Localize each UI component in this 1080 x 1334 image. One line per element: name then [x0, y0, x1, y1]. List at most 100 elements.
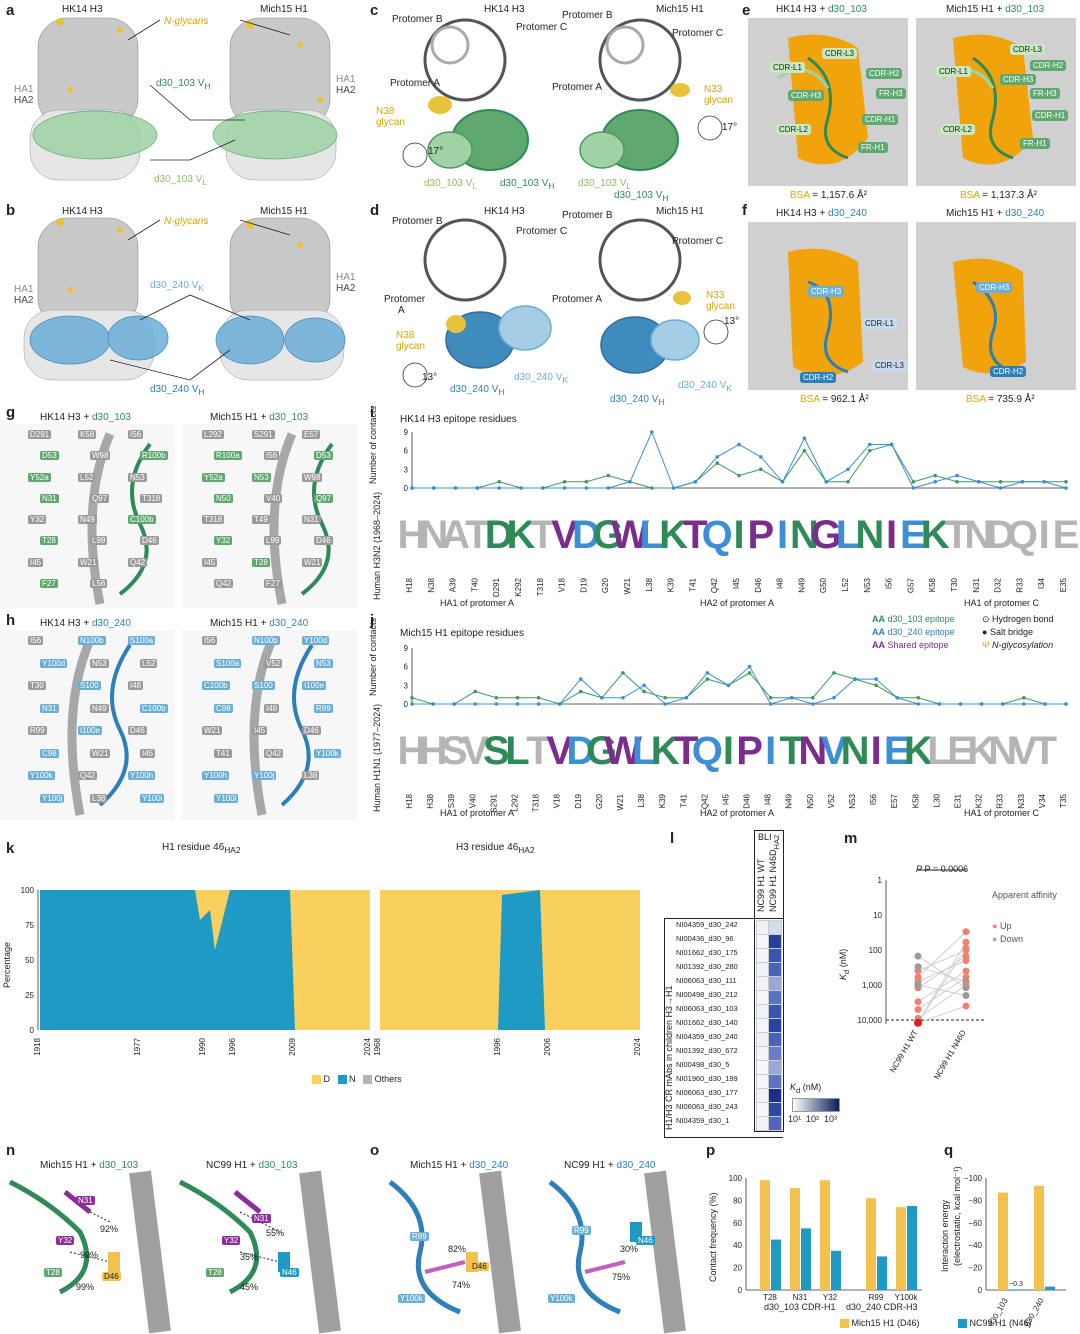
data-point: [832, 695, 836, 700]
logo-letter: T: [465, 513, 489, 557]
logo-letter: Q: [1007, 513, 1038, 557]
panel-n-structure: [8, 1170, 341, 1334]
residue-tick-label: D19: [579, 577, 588, 592]
bar-mich15: [896, 1207, 906, 1290]
panel-g-left-title: HK14 H3 + d30_103: [40, 412, 131, 423]
data-point: [562, 486, 567, 490]
bar-mich15: [820, 1180, 830, 1290]
residue-label: L38: [90, 793, 108, 803]
residue-tick-label: T318: [532, 793, 541, 812]
y-tick-label: 20: [733, 1264, 742, 1273]
residue-label: W21: [202, 726, 223, 735]
residue-tick-label: E35: [1059, 577, 1068, 592]
data-point: [1042, 479, 1046, 484]
residue-label: F27: [40, 578, 58, 588]
panel-c-n33: N33: [704, 84, 723, 95]
panel-d-vh-r: d30_240 VH: [610, 394, 665, 407]
y-tick-label: 25: [25, 991, 34, 1000]
legend-glyco: Ψ N-glycosylation: [982, 640, 1054, 650]
residue-label: Y100h: [128, 771, 156, 780]
heatmap-row-label: NI01662_d30_175: [676, 948, 738, 957]
logo-letter: W: [611, 513, 649, 557]
data-point: [432, 486, 436, 490]
panel-d-vk: d30_240 VK: [514, 372, 568, 385]
residue-label: L99: [264, 536, 282, 546]
panel-i-title: HK14 H3 epitope residues: [400, 414, 517, 425]
panel-label-h: h: [6, 612, 16, 629]
residue-tick-label: I34: [1037, 577, 1046, 589]
data-point: [868, 448, 872, 453]
data-point: [726, 683, 731, 688]
data-point: [584, 479, 589, 484]
panel-d-protB-l: Protomer B: [392, 216, 443, 227]
x-tick-label: NC99 H1 N46D: [932, 1028, 968, 1081]
residue-tick-label: A39: [449, 577, 458, 592]
panel-o-r-y100k: Y100k: [548, 1294, 575, 1303]
y-tick-label: 60: [733, 1219, 742, 1228]
panel-label-i: i: [370, 404, 375, 421]
panel-o-right-title: NC99 H1 + d30_240: [564, 1160, 656, 1171]
residue-tick-label: D291: [492, 577, 501, 597]
residue-tick-label: W21: [616, 793, 625, 810]
panel-b-structure: [23, 217, 346, 381]
panel-label-n: n: [6, 1142, 16, 1159]
panel-o-l-pct2: 74%: [452, 1280, 471, 1290]
y-tick-label: 0: [404, 700, 409, 709]
panel-i-region3: HA1 of protomer C: [964, 598, 1040, 608]
panel-b-ha2: HA2: [14, 295, 34, 306]
residue-label: N31: [302, 515, 321, 524]
data-point: [628, 479, 632, 484]
data-point: [1022, 702, 1026, 706]
residue-label: N53: [314, 658, 333, 668]
cdr-label: CDR-L1: [770, 62, 805, 73]
panel-n-right-title: NC99 H1 + d30_103: [206, 1160, 298, 1171]
residue-label: N100b: [78, 636, 106, 645]
panel-label-j: j: [370, 612, 375, 629]
panel-o-r-pct1: 30%: [620, 1244, 639, 1254]
cdr-label: CDR-H2: [1030, 60, 1067, 71]
data-point: [642, 683, 646, 688]
data-point: [889, 442, 894, 447]
residue-label: V40: [264, 493, 283, 503]
panel-c-n33-glycan: glycan: [704, 95, 733, 106]
residue-label: I100e: [78, 726, 103, 735]
pair-line: [917, 984, 967, 997]
data-point: [431, 702, 435, 706]
series-line-d30_240: [412, 665, 1066, 705]
residue-tick-label: G20: [601, 577, 610, 593]
residue-label: N53: [90, 658, 109, 668]
panel-e-right-title: Mich15 H1 + d30_103: [946, 4, 1045, 15]
data-point: [914, 981, 922, 989]
heatmap-cell: [768, 976, 782, 991]
bar-mich15: [760, 1180, 770, 1290]
cdr-label: CDR-H3: [788, 90, 825, 101]
panel-d-protC-r: Protomer C: [672, 236, 724, 247]
x-tick-label: 1968: [373, 1037, 382, 1055]
data-point: [606, 473, 610, 478]
panel-f-right-title: Mich15 H1 + d30_240: [946, 208, 1045, 219]
residue-label: S291: [252, 430, 275, 439]
logo-letter: K: [921, 513, 950, 557]
residue-tick-label: H18: [405, 793, 414, 808]
data-point: [693, 479, 698, 484]
panel-n-l-y32: Y32: [56, 1236, 75, 1245]
data-point: [1064, 702, 1068, 706]
panel-label-q: q: [944, 1142, 954, 1159]
residue-label: D46: [128, 726, 147, 735]
panel-a-right-title: Mich15 H1: [260, 4, 308, 15]
data-point: [759, 467, 763, 472]
logo-letter: V: [546, 729, 573, 773]
data-point: [536, 695, 541, 700]
data-point: [1000, 702, 1005, 706]
data-point: [789, 695, 794, 700]
data-point: [684, 695, 689, 700]
logo-letter: E: [947, 729, 974, 773]
panel-n-left-title: Mich15 H1 + d30_103: [40, 1160, 139, 1171]
residue-tick-label: N31: [972, 577, 981, 592]
residue-tick-label: T41: [688, 577, 697, 591]
residue-label: S100: [252, 681, 275, 690]
data-point: [780, 479, 785, 484]
residue-tick-label: D32: [994, 577, 1003, 592]
